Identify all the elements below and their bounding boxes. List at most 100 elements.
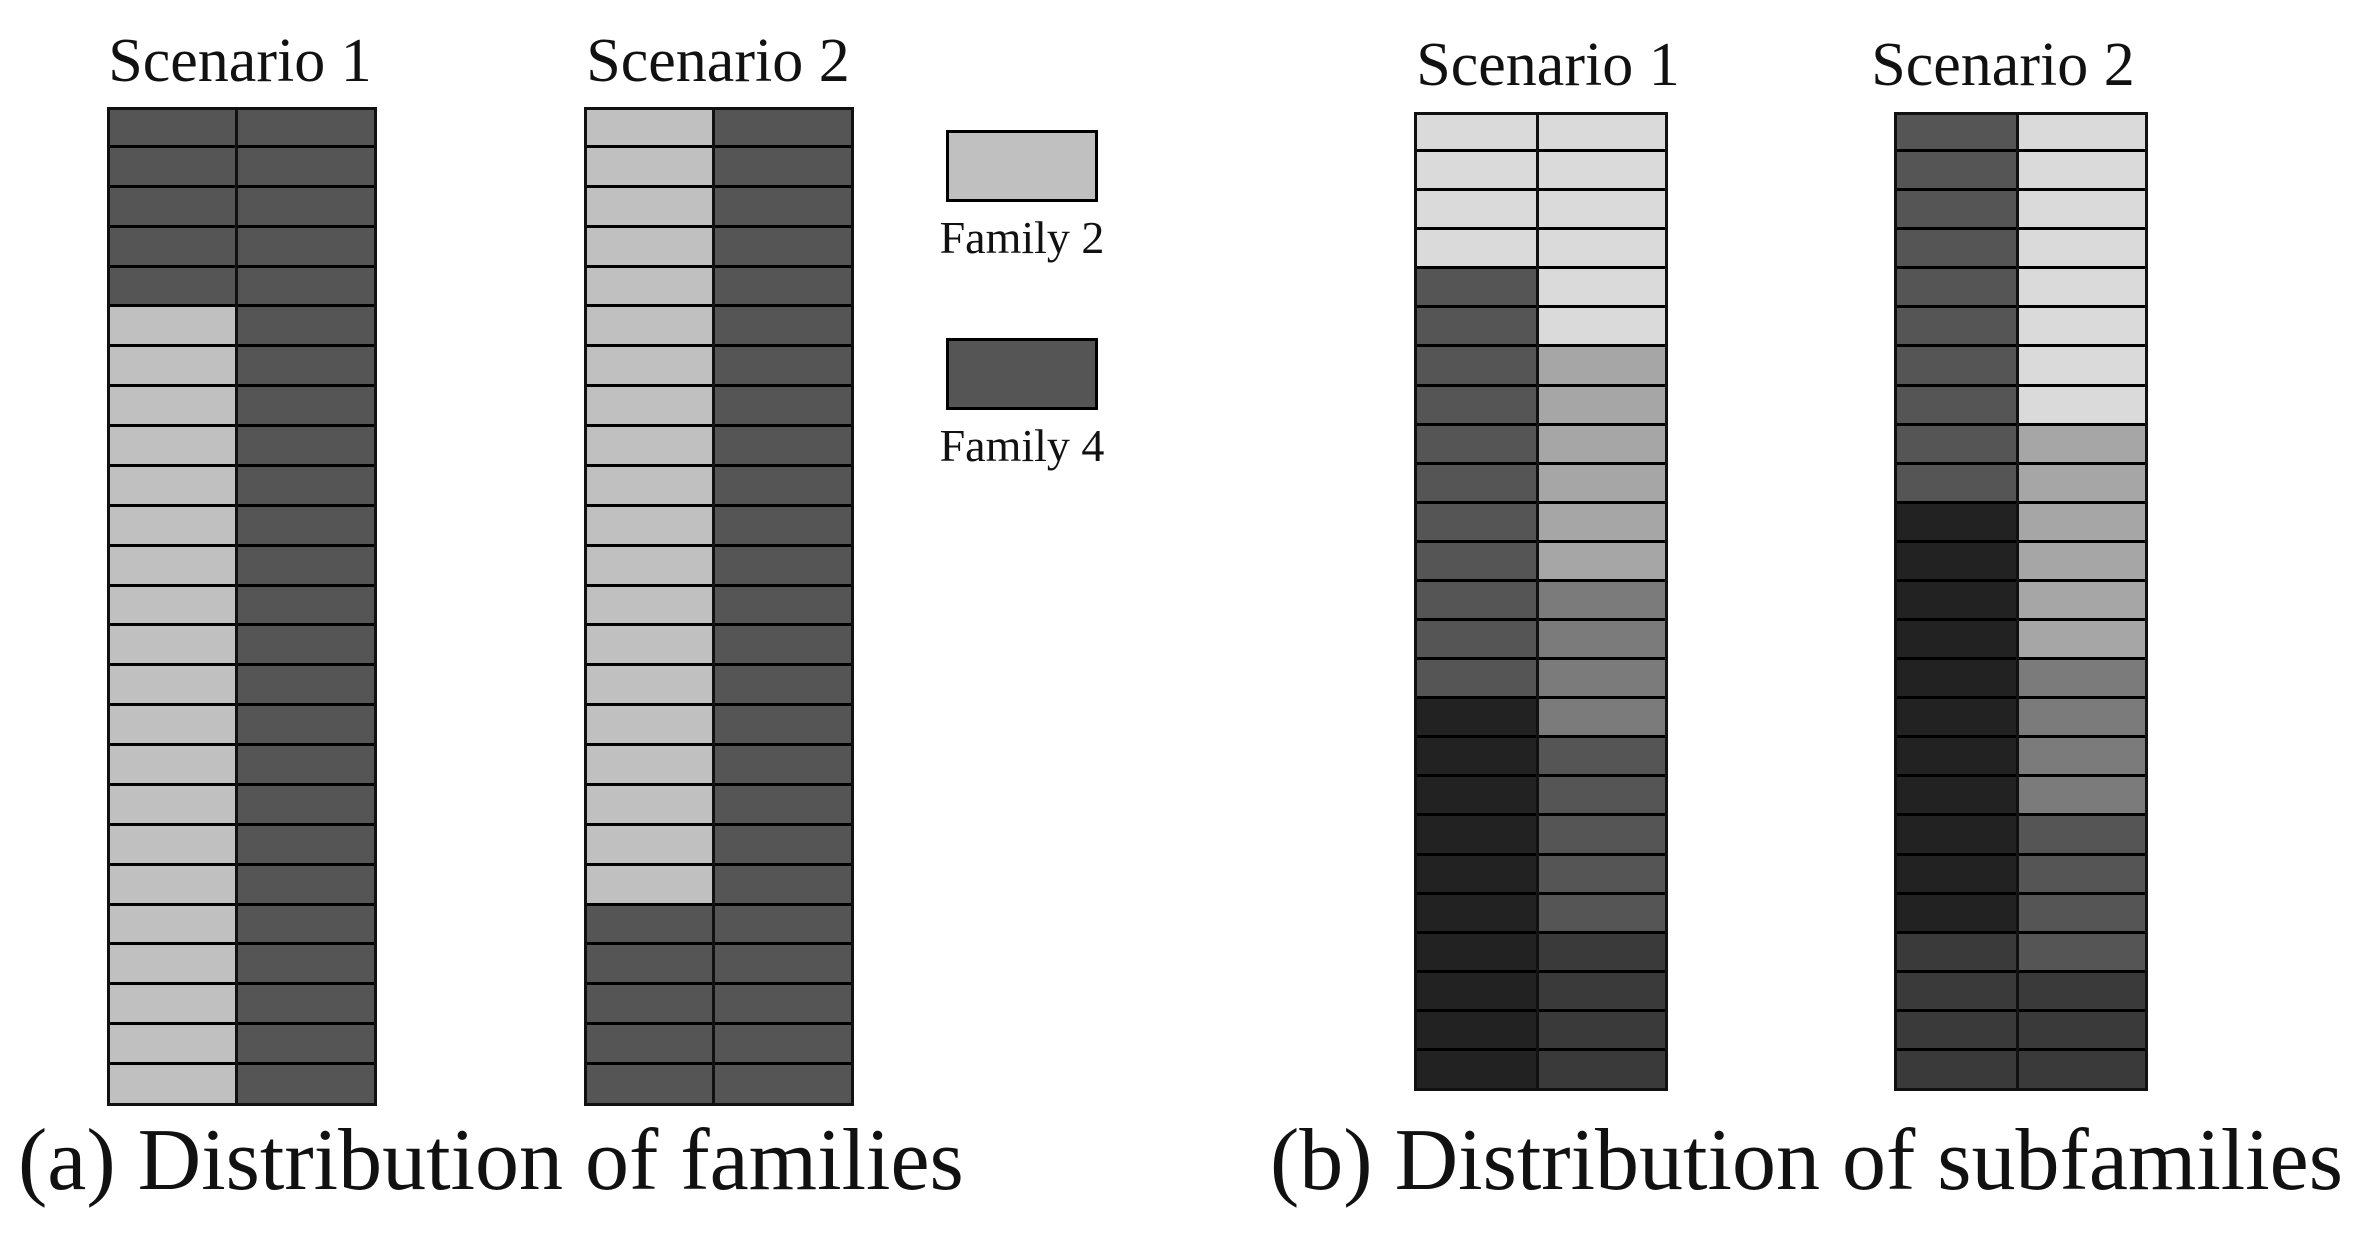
grid-cell [1415, 1011, 1537, 1051]
grid-cell [713, 347, 853, 388]
grid-cell [236, 1065, 376, 1105]
grid-cell [1895, 230, 2017, 270]
grid-cell [108, 147, 236, 188]
grid-cell [585, 825, 713, 866]
grid-cell [1537, 894, 1667, 934]
grid-cell [1415, 308, 1537, 348]
grid-cell [1415, 347, 1537, 387]
grid-cell [585, 506, 713, 547]
grid-cell [585, 746, 713, 786]
panel-b-s2-column-divider [2016, 113, 2019, 1090]
panel-b-s2-column-1 [1895, 113, 2017, 1090]
grid-cell [2017, 738, 2147, 778]
grid-cell [108, 466, 236, 507]
grid-cell [108, 905, 236, 946]
grid-cell [713, 427, 853, 467]
grid-cell [1895, 308, 2017, 348]
grid-cell [585, 1065, 713, 1105]
grid-cell [108, 387, 236, 428]
grid-cell [2017, 464, 2147, 504]
grid-cell [108, 865, 236, 906]
grid-cell [1537, 621, 1667, 661]
grid-cell [2017, 191, 2147, 231]
grid-cell [585, 586, 713, 627]
grid-cell [108, 746, 236, 786]
grid-cell [1415, 464, 1537, 504]
grid-cell [713, 147, 853, 188]
panel-a-scenario-1-title: Scenario 1 [108, 27, 372, 95]
grid-cell [108, 825, 236, 866]
grid-cell [1415, 542, 1537, 582]
grid-cell [713, 865, 853, 906]
panel-b-scenario-2-title: Scenario 2 [1871, 31, 2135, 99]
grid-cell [713, 267, 853, 308]
grid-cell [713, 387, 853, 428]
grid-cell [108, 187, 236, 228]
grid-cell [236, 506, 376, 547]
grid-cell [108, 227, 236, 268]
grid-cell [236, 706, 376, 747]
grid-cell [1537, 660, 1667, 700]
grid-cell [1537, 464, 1667, 504]
grid-cell [108, 785, 236, 826]
grid-cell [585, 187, 713, 228]
grid-cell [585, 905, 713, 946]
grid-cell [1537, 425, 1667, 465]
grid-cell [2017, 113, 2147, 153]
grid-cell [1537, 855, 1667, 895]
grid-cell [236, 825, 376, 866]
grid-cell [1895, 269, 2017, 309]
grid-cell [2017, 816, 2147, 856]
grid-cell [713, 187, 853, 228]
grid-cell [1415, 191, 1537, 231]
grid-cell [2017, 1050, 2147, 1090]
grid-cell [2017, 933, 2147, 973]
grid-cell [1537, 503, 1667, 543]
grid-cell [236, 387, 376, 428]
grid-cell [713, 945, 853, 986]
panel-subfamilies: Scenario 1 Scenario 2 (b) Distribution o… [1160, 0, 2377, 1250]
grid-cell [1537, 269, 1667, 309]
grid-cell [585, 706, 713, 747]
grid-cell [1415, 269, 1537, 309]
grid-cell [108, 666, 236, 707]
grid-cell [585, 347, 713, 388]
grid-cell [1537, 542, 1667, 582]
grid-cell [108, 706, 236, 747]
grid-cell [713, 985, 853, 1026]
grid-cell [108, 945, 236, 986]
grid-cell [585, 387, 713, 428]
grid-cell [108, 506, 236, 547]
grid-cell [2017, 386, 2147, 426]
grid-cell [713, 586, 853, 627]
grid-cell [1537, 386, 1667, 426]
grid-cell [1895, 621, 2017, 661]
panel-b-s1-column-divider [1536, 113, 1539, 1090]
grid-cell [1537, 230, 1667, 270]
grid-cell [1537, 1011, 1667, 1051]
grid-cell [1537, 777, 1667, 817]
legend-swatch-family-4 [946, 338, 1098, 410]
grid-cell [585, 227, 713, 268]
grid-cell [713, 506, 853, 547]
grid-cell [1895, 191, 2017, 231]
grid-cell [1537, 1050, 1667, 1090]
grid-cell [236, 785, 376, 826]
grid-cell [585, 1025, 713, 1066]
grid-cell [2017, 425, 2147, 465]
grid-cell [585, 267, 713, 308]
grid-cell [1895, 152, 2017, 192]
grid-cell [236, 466, 376, 507]
grid-cell [236, 666, 376, 707]
grid-cell [1895, 347, 2017, 387]
grid-cell [236, 746, 376, 786]
grid-cell [1415, 816, 1537, 856]
grid-cell [236, 586, 376, 627]
grid-cell [1895, 464, 2017, 504]
grid-cell [1415, 738, 1537, 778]
grid-cell [713, 307, 853, 348]
legend-swatch-family-2 [946, 130, 1098, 202]
panel-a-s2-column-1 [585, 108, 713, 1105]
grid-cell [236, 267, 376, 308]
grid-cell [108, 985, 236, 1026]
